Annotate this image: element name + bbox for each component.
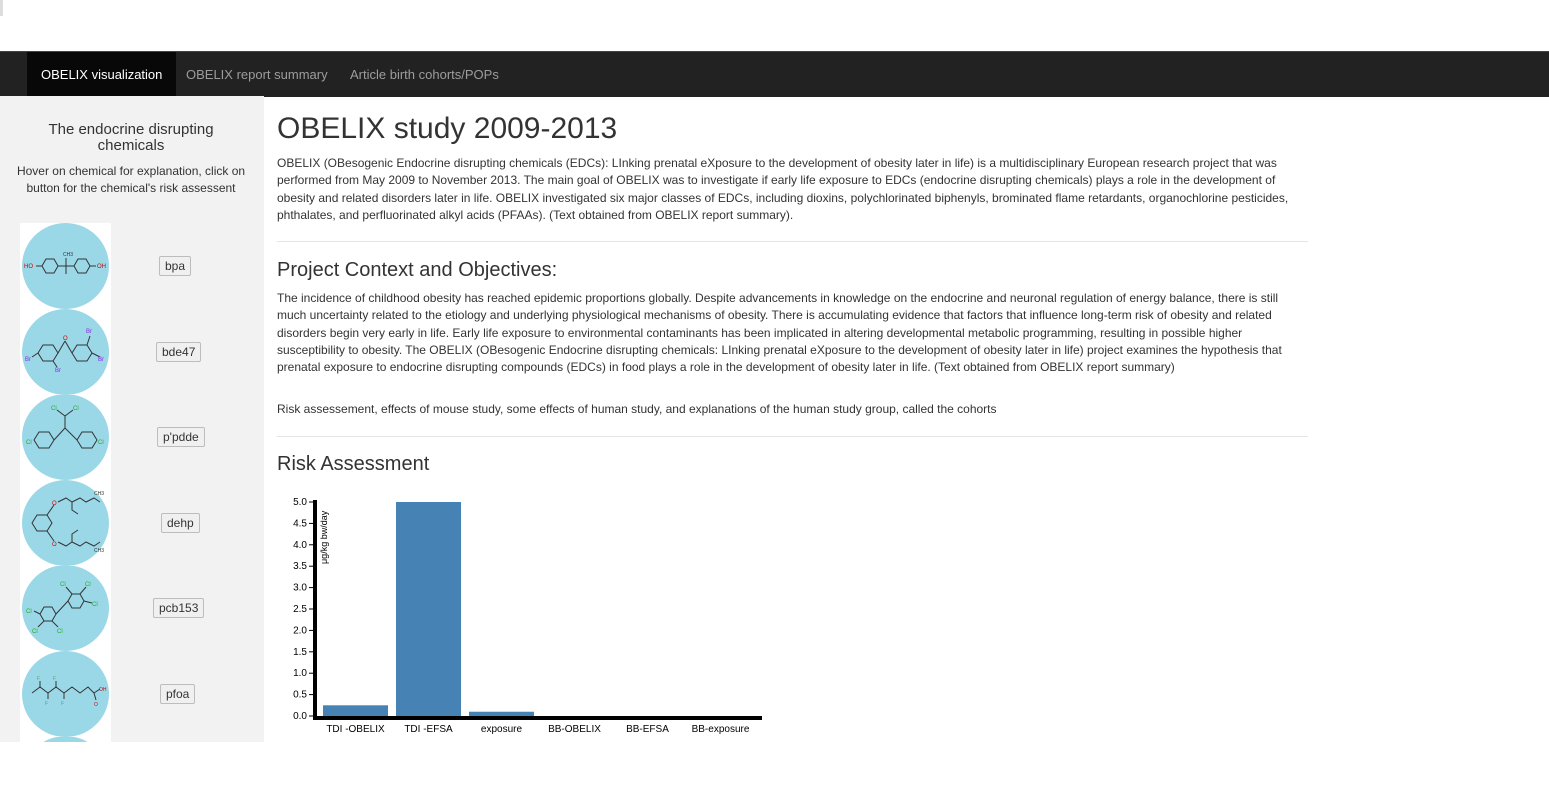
chemical-row-next [20, 736, 250, 742]
divider [277, 241, 1308, 242]
y-axis-label: μg/kg bw/day [319, 510, 329, 564]
y-tick-label: 1.5 [293, 647, 307, 658]
pcb153-label-cl1: Cl [60, 582, 66, 588]
y-tick-label: 2.0 [293, 625, 307, 636]
x-tick-label: BB-exposure [692, 724, 750, 735]
chemical-row-pfoa: F F F F OH O pfoa [20, 651, 250, 737]
chemical-structure-icon[interactable] [22, 736, 109, 742]
pfoa-label-oh: OH [99, 687, 107, 693]
y-tick-label: 4.5 [293, 518, 307, 529]
y-tick-label: 3.0 [293, 583, 307, 594]
pfoa-label-f3: F [45, 701, 48, 707]
chemical-row-bpa: HO OH CH3 bpa [20, 223, 250, 309]
y-tick-label: 5.0 [293, 497, 307, 508]
browser-top-strip [0, 0, 1549, 50]
tab-obelix-visualization[interactable]: OBELIX visualization [27, 52, 177, 97]
pfoa-structure-icon[interactable]: F F F F OH O [22, 651, 109, 737]
bde47-label-o: O [63, 336, 68, 342]
chemical-button-bde47[interactable]: bde47 [156, 342, 202, 362]
ppdde-label-cl2: Cl [73, 406, 79, 412]
ppdde-structure-icon[interactable]: Cl Cl Cl Cl [22, 394, 109, 480]
chemical-tile: HO OH CH3 [20, 223, 111, 309]
pfoa-label-f2: F [53, 676, 56, 682]
y-tick-label: 0.0 [293, 711, 307, 722]
chemical-button-pcb153[interactable]: pcb153 [153, 598, 205, 618]
chemical-tile [20, 736, 111, 742]
pcb153-structure-icon[interactable]: Cl Cl Cl Cl Cl Cl [22, 565, 109, 651]
dehp-label-o2: O [52, 542, 57, 548]
chemical-row-ppdde: Cl Cl Cl Cl p'pdde [20, 394, 250, 480]
bde47-label-br1: Br [86, 329, 92, 335]
pcb153-label-cl5: Cl [32, 629, 38, 635]
bpa-label-ch3: CH3 [63, 252, 73, 258]
divider [277, 436, 1308, 437]
bar-tdi-obelix[interactable] [323, 705, 388, 716]
ppdde-label-cl1: Cl [51, 406, 57, 412]
tab-article-birth-cohorts[interactable]: Article birth cohorts/POPs [350, 67, 499, 82]
navbar: OBELIX visualization OBELIX report summa… [0, 51, 1549, 97]
chemical-tile: Cl Cl Cl Cl Cl Cl [20, 565, 111, 651]
bpa-label-ho: HO [24, 264, 33, 270]
x-tick-label: BB-OBELIX [548, 724, 601, 735]
chemical-button-ppdde[interactable]: p'pdde [157, 427, 205, 447]
chemical-tile: O Br Br Br Br [20, 309, 111, 395]
x-axis-line [313, 716, 762, 720]
chemical-row-dehp: O O CH3 CH3 dehp [20, 480, 250, 566]
chemical-tile: Cl Cl Cl Cl [20, 394, 111, 480]
bar-exposure[interactable] [469, 711, 534, 716]
chemical-button-bpa[interactable]: bpa [159, 256, 192, 276]
risk-heading: Risk Assessment [277, 453, 430, 475]
risk-chart-svg: 0.0 0.5 1.0 1.5 2.0 2.5 3.0 3.5 4.0 4.5 5.0 μg/kg b… [293, 497, 762, 735]
dehp-label-o1: O [52, 501, 57, 507]
chemical-row-bde47: O Br Br Br Br bde47 [20, 309, 250, 395]
dehp-label-ch3-1: CH3 [94, 491, 104, 497]
y-axis-line [313, 500, 317, 720]
pcb153-label-cl3: Cl [92, 602, 98, 608]
sidebar: The endocrine disrupting chemicals Hover… [0, 96, 264, 742]
sidebar-title: The endocrine disrupting chemicals [48, 121, 214, 154]
bde47-label-br2: Br [98, 357, 104, 363]
bde47-label-br3: Br [25, 357, 31, 363]
ppdde-label-cl4: Cl [98, 440, 104, 446]
bpa-label-oh: OH [97, 264, 106, 270]
pfoa-label-o: O [94, 702, 98, 708]
bde47-structure-icon[interactable]: O Br Br Br Br [22, 309, 109, 395]
x-tick-label: BB-EFSA [626, 724, 669, 735]
context-paragraph: The incidence of childhood obesity has r… [277, 291, 1282, 375]
pfoa-label-f1: F [37, 676, 40, 682]
x-tick-label: TDI -OBELIX [326, 724, 385, 735]
y-tick-label: 0.5 [293, 690, 307, 701]
pfoa-label-f4: F [61, 701, 64, 707]
chemical-button-pfoa[interactable]: pfoa [160, 684, 196, 704]
bpa-structure-icon[interactable]: HO OH CH3 [22, 223, 109, 309]
bar-tdi-efsa[interactable] [396, 502, 461, 716]
y-tick-label: 2.5 [293, 604, 307, 615]
y-tick-label: 4.0 [293, 540, 307, 551]
risk-chart: 0.0 0.5 1.0 1.5 2.0 2.5 3.0 3.5 4.0 4.5 5.0 μg/kg b… [277, 490, 777, 740]
pcb153-label-cl2: Cl [85, 582, 91, 588]
dehp-structure-icon[interactable]: O O CH3 CH3 [22, 480, 109, 566]
context-paragraph-2: Risk assessement, effects of mouse study… [277, 402, 997, 416]
chemical-row-pcb153: Cl Cl Cl Cl Cl Cl pcb153 [20, 565, 250, 651]
bde47-label-br4: Br [55, 368, 61, 374]
y-tick-label: 1.0 [293, 668, 307, 679]
pcb153-label-cl4: Cl [26, 609, 32, 615]
tab-obelix-report-summary[interactable]: OBELIX report summary [186, 67, 328, 82]
y-tick-label: 3.5 [293, 561, 307, 572]
pcb153-label-cl6: Cl [57, 629, 63, 635]
chemical-tile: O O CH3 CH3 [20, 480, 111, 566]
intro-paragraph: OBELIX (OBesogenic Endocrine disrupting … [277, 156, 1289, 222]
sidebar-hint: Hover on chemical for explanation, click… [16, 164, 246, 195]
ppdde-label-cl3: Cl [26, 440, 32, 446]
x-tick-label: exposure [481, 724, 523, 735]
dehp-label-ch3-2: CH3 [94, 548, 104, 554]
x-tick-label: TDI -EFSA [404, 724, 453, 735]
context-heading: Project Context and Objectives: [277, 259, 558, 281]
chemical-button-dehp[interactable]: dehp [161, 513, 200, 533]
page-title: OBELIX study 2009-2013 [277, 112, 618, 145]
chemical-tile: F F F F OH O [20, 651, 111, 737]
top-strip-marker [0, 0, 3, 16]
